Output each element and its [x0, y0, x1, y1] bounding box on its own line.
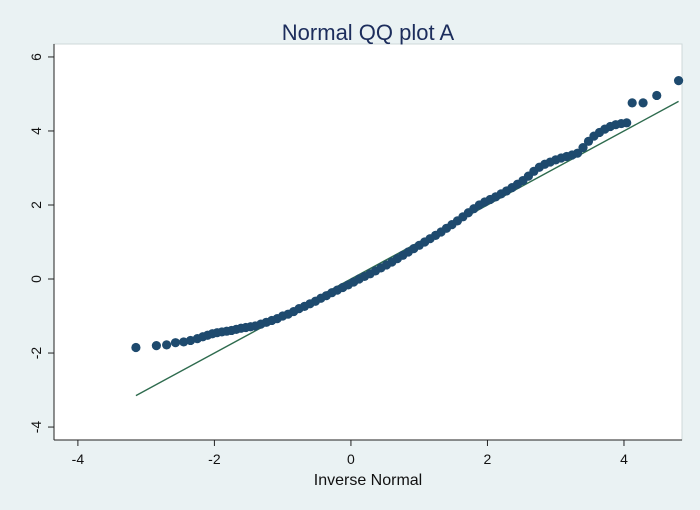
- data-point: [578, 143, 588, 153]
- data-point: [627, 98, 637, 108]
- y-tick-label: 2: [28, 201, 44, 209]
- data-point: [673, 76, 684, 86]
- x-tick-label: 0: [347, 451, 355, 467]
- y-tick-label: -4: [28, 421, 44, 434]
- axes: -4 -2 0 2 4 -4 -2 0 2 4 6: [28, 44, 682, 467]
- data-point: [638, 98, 648, 108]
- y-tick-label: 0: [28, 275, 44, 283]
- x-tick-label: -4: [72, 451, 85, 467]
- chart-title: Normal QQ plot A: [282, 20, 455, 45]
- y-tick-label: 6: [28, 53, 44, 61]
- x-tick-label: -2: [208, 451, 221, 467]
- data-point: [151, 341, 161, 351]
- y-tick-label: 4: [28, 127, 44, 135]
- data-points: [131, 76, 684, 353]
- data-point: [622, 118, 632, 128]
- data-point: [170, 338, 181, 348]
- data-point: [131, 342, 141, 353]
- data-point: [162, 340, 172, 350]
- x-tick-label: 2: [484, 451, 492, 467]
- y-tick-label: -2: [28, 347, 44, 360]
- plot-area: [53, 43, 683, 441]
- x-axis-title: Inverse Normal: [314, 472, 422, 489]
- data-point: [652, 90, 662, 101]
- x-tick-label: 4: [620, 451, 628, 467]
